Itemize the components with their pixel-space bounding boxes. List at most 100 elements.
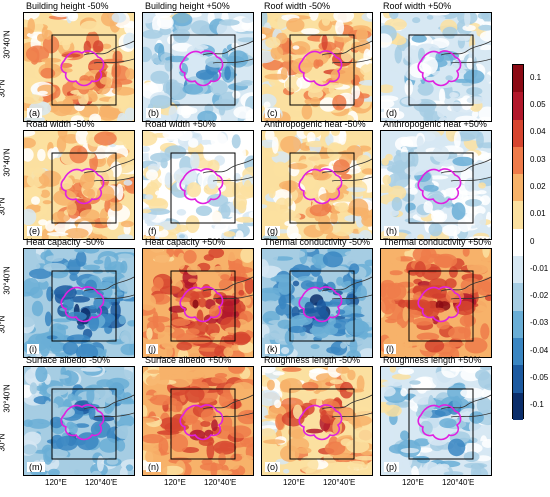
anomaly-field [262, 249, 372, 357]
map-panel: (g) [261, 130, 373, 240]
panel-label: (a) [27, 108, 42, 118]
colorbar-segment [513, 201, 523, 229]
x-tick-label: 120°E [283, 478, 305, 487]
city-outline [179, 50, 224, 87]
coastline [202, 394, 253, 418]
panel-label: (m) [27, 462, 45, 472]
panel-title: Thermal conductivity -50% [264, 237, 371, 247]
panel-label: (p) [384, 462, 399, 472]
anomaly-field [262, 13, 372, 121]
coastline [321, 40, 372, 64]
city-outline [179, 404, 224, 441]
map-panel: (b) [142, 12, 254, 122]
panel-title: Heat capacity -50% [26, 237, 105, 247]
panel-label: (n) [146, 462, 161, 472]
coastline [83, 394, 134, 418]
domain-box [289, 270, 355, 342]
colorbar-label: -0.03 [530, 318, 549, 328]
y-tick-label: 30°40'N [2, 384, 12, 413]
city-outline [179, 286, 224, 323]
colorbar-label: 0.02 [530, 181, 546, 191]
panel-title: Road width +50% [145, 119, 216, 129]
panel-label: (c) [265, 108, 280, 118]
x-tick-label: 120°E [164, 478, 186, 487]
colorbar-segment [513, 65, 523, 93]
map-panel: (a) [23, 12, 135, 122]
y-tick-label: 30°N [0, 197, 7, 216]
domain-box [170, 388, 236, 460]
city-outline [298, 404, 343, 441]
colorbar-label: 0.05 [530, 99, 546, 109]
coastline [83, 276, 134, 300]
colorbar-segment [513, 283, 523, 311]
domain-box [408, 270, 474, 342]
city-outline [298, 286, 343, 323]
anomaly-field [381, 13, 491, 121]
colorbar-segment [513, 310, 523, 338]
x-tick-label: 120°E [45, 478, 67, 487]
colorbar-label: 0.01 [530, 209, 546, 219]
colorbar-label: -0.02 [530, 291, 549, 301]
panel-label: (e) [27, 226, 42, 236]
city-outline [60, 50, 105, 87]
colorbar-segment [513, 228, 523, 257]
coastline [321, 158, 372, 182]
domain-box [51, 388, 117, 460]
coastline [202, 158, 253, 182]
y-tick-label: 30°N [0, 433, 7, 452]
y-tick-label: 30°40'N [2, 30, 12, 59]
panel-label: (h) [384, 226, 399, 236]
colorbar-segment [513, 256, 523, 284]
anomaly-field [143, 249, 253, 357]
domain-box [51, 34, 117, 106]
panel-title: Building height -50% [26, 1, 109, 11]
panel-title: Roof width +50% [383, 1, 452, 11]
x-tick-label: 120°40'E [204, 478, 237, 487]
city-outline [298, 50, 343, 87]
coastline [202, 40, 253, 64]
panel-title: Roughness length -50% [264, 355, 361, 365]
colorbar-segment [513, 365, 523, 393]
coastline [83, 40, 134, 64]
x-tick-label: 120°40'E [442, 478, 475, 487]
panel-title: Roughness length +50% [383, 355, 482, 365]
panel-title: Roof width -50% [264, 1, 331, 11]
coastline [321, 276, 372, 300]
x-tick-label: 120°40'E [323, 478, 356, 487]
panel-label: (k) [265, 344, 280, 354]
domain-box [408, 152, 474, 224]
y-tick-label: 30°40'N [2, 148, 12, 177]
anomaly-field [24, 13, 134, 121]
domain-box [170, 270, 236, 342]
colorbar [512, 64, 524, 420]
map-panel: (d) [380, 12, 492, 122]
city-outline [60, 286, 105, 323]
map-panel: (j) [142, 248, 254, 358]
anomaly-field [24, 131, 134, 239]
coastline [83, 158, 134, 182]
anomaly-field [143, 131, 253, 239]
domain-box [289, 34, 355, 106]
colorbar-label: -0.05 [530, 373, 549, 383]
city-outline [179, 168, 224, 205]
anomaly-field [381, 367, 491, 475]
map-panel: (n) [142, 366, 254, 476]
colorbar-segment [513, 146, 523, 175]
coastline [440, 158, 491, 182]
domain-box [289, 152, 355, 224]
x-tick-label: 120°40'E [85, 478, 118, 487]
coastline [321, 394, 372, 418]
panel-label: (i) [27, 344, 39, 354]
colorbar-label: 0.1 [530, 72, 542, 82]
domain-box [289, 388, 355, 460]
colorbar-label: -0.04 [530, 345, 549, 355]
panel-label: (b) [146, 108, 161, 118]
y-tick-label: 30°N [0, 79, 7, 98]
anomaly-field [24, 249, 134, 357]
panel-label: (l) [384, 344, 396, 354]
map-panel: (c) [261, 12, 373, 122]
anomaly-field [143, 367, 253, 475]
panel-title: Thermal conductivity +50% [383, 237, 492, 247]
anomaly-field [143, 13, 253, 121]
panel-title: Building height +50% [145, 1, 230, 11]
